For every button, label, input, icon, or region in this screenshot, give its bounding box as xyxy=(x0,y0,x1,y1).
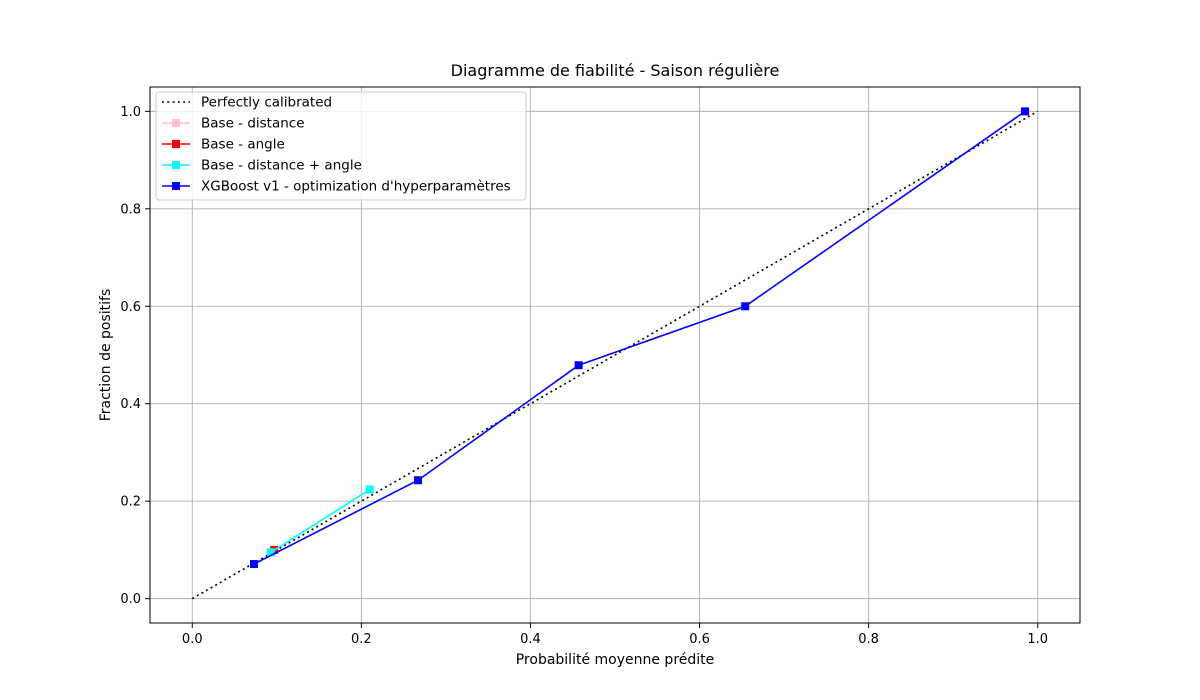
legend-label: Base - angle xyxy=(201,137,285,153)
legend-entry-perfectly-calibrated: Perfectly calibrated xyxy=(162,95,332,111)
legend-box xyxy=(155,91,527,201)
legend-label: Perfectly calibrated xyxy=(201,95,332,111)
x-tick-label: 0.6 xyxy=(689,632,710,647)
y-tick-label: 0.2 xyxy=(120,495,141,510)
legend-label: XGBoost v1 - optimization d'hyperparamèt… xyxy=(201,179,511,195)
legend: Perfectly calibrated Base - distance Base … xyxy=(155,91,527,201)
plot-frame xyxy=(149,86,1081,624)
legend-entry-base-distance: Base - distance xyxy=(162,116,305,132)
legend-entry-base-distance-angle: Base - distance + angle xyxy=(162,158,362,174)
data-point xyxy=(741,302,750,311)
data-point xyxy=(266,548,275,557)
legend-label: Base - distance xyxy=(201,116,305,132)
series-xgboost-v1-optimization-d-hyperparam-tres xyxy=(249,107,1030,569)
data-point xyxy=(365,485,374,494)
data-point xyxy=(414,476,423,485)
y-tick-label: 0.8 xyxy=(120,202,141,217)
x-tick-label: 1.0 xyxy=(1027,632,1048,647)
x-tick-label: 0.4 xyxy=(520,632,541,647)
y-tick-label: 1.0 xyxy=(120,105,141,120)
y-axis-label: Fraction de positifs xyxy=(98,289,114,422)
x-axis-ticks: 0.0 0.2 0.4 0.6 0.8 1.0 xyxy=(182,623,1048,647)
data-point xyxy=(1021,107,1030,116)
legend-swatch-marker xyxy=(172,119,180,127)
legend-entry-xgboost-v1-optimization-d-hyperparam-tres: XGBoost v1 - optimization d'hyperparamèt… xyxy=(162,179,511,195)
grid xyxy=(150,87,1080,623)
chart-title: Diagramme de fiabilité - Saison régulièr… xyxy=(451,61,780,80)
legend-swatch-marker xyxy=(172,161,180,169)
series-base-distance-angle xyxy=(266,485,374,557)
y-axis-ticks: 0.0 0.2 0.4 0.6 0.8 1.0 xyxy=(120,105,150,607)
legend-swatch-marker xyxy=(172,182,180,190)
x-tick-label: 0.8 xyxy=(858,632,879,647)
x-axis-label: Probabilité moyenne prédite xyxy=(516,652,715,668)
series-line xyxy=(191,110,1039,600)
series-perfectly-calibrated xyxy=(191,110,1039,600)
y-tick-label: 0.4 xyxy=(120,397,141,412)
legend-swatch-marker xyxy=(172,140,180,148)
series-layer xyxy=(191,107,1039,600)
series-line xyxy=(270,488,371,554)
data-point xyxy=(574,361,583,370)
data-point xyxy=(249,560,258,569)
x-tick-label: 0.0 xyxy=(182,632,203,647)
legend-entry-base-angle: Base - angle xyxy=(162,137,285,153)
y-tick-label: 0.6 xyxy=(120,300,141,315)
legend-label: Base - distance + angle xyxy=(201,158,362,174)
x-tick-label: 0.2 xyxy=(351,632,372,647)
y-tick-label: 0.0 xyxy=(120,592,141,607)
